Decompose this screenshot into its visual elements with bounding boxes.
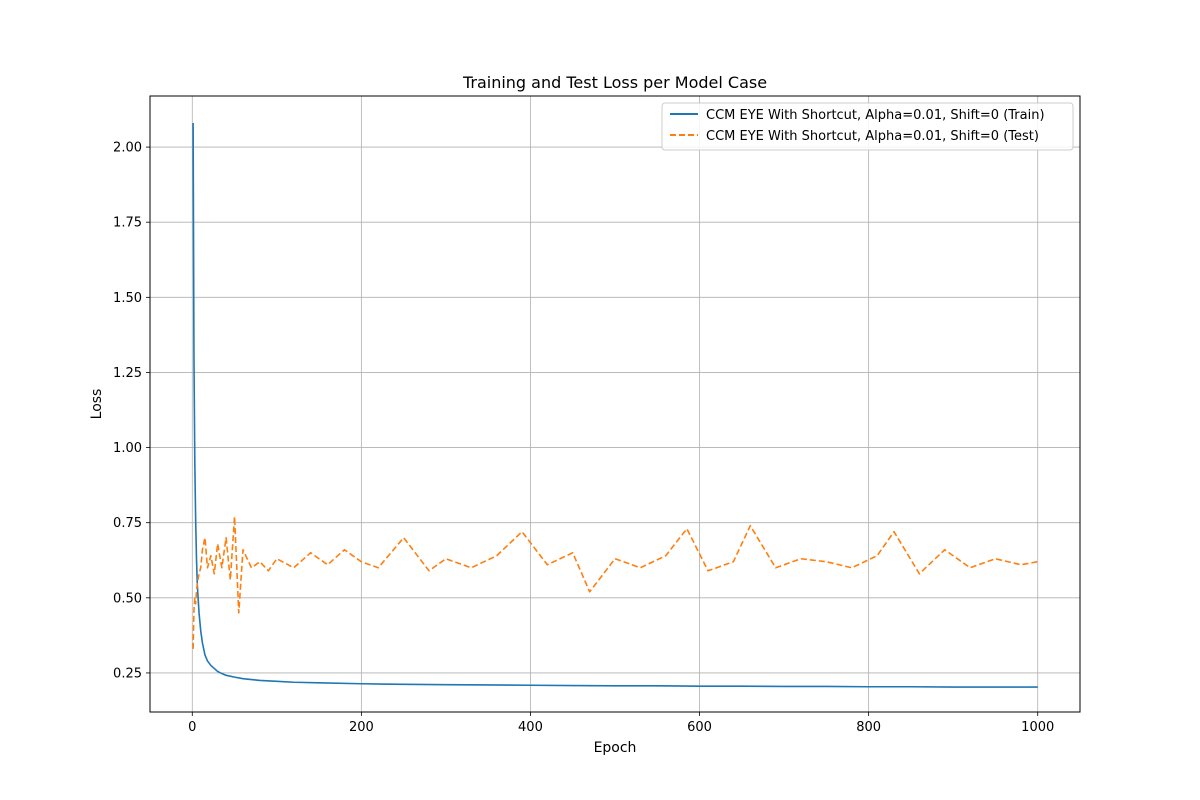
y-tick-label: 1.50 [113, 291, 142, 306]
y-tick-label: 0.25 [113, 666, 142, 681]
x-tick-label: 400 [518, 720, 543, 735]
y-tick-label: 1.75 [113, 216, 142, 231]
x-tick-label: 800 [856, 720, 881, 735]
x-tick-label: 1000 [1021, 720, 1054, 735]
grid-layer [150, 96, 1080, 712]
x-tick-label: 0 [188, 720, 196, 735]
y-tick-label: 2.00 [113, 141, 142, 156]
y-tick-label: 1.00 [113, 441, 142, 456]
train-loss-line [192, 123, 1038, 688]
y-tick-label: 0.75 [113, 516, 142, 531]
series-layer [192, 123, 1038, 688]
legend: CCM EYE With Shortcut, Alpha=0.01, Shift… [661, 102, 1074, 151]
legend-box [661, 102, 1074, 151]
x-axis-label: Epoch [594, 740, 637, 756]
y-tick-label: 0.50 [113, 591, 142, 606]
chart-title: Training and Test Loss per Model Case [462, 73, 767, 92]
x-tick-label: 200 [349, 720, 374, 735]
y-axis-label: Loss [89, 389, 105, 420]
y-tick-label: 1.25 [113, 366, 142, 381]
legend-test-label: CCM EYE With Shortcut, Alpha=0.01, Shift… [706, 129, 1039, 144]
y-axis: 0.25 0.50 0.75 1.00 1.25 1.50 1.75 2.00 [113, 141, 150, 681]
x-axis: 0 200 400 600 800 1000 [188, 712, 1054, 735]
plot-frame [149, 95, 1081, 713]
x-tick-label: 600 [687, 720, 712, 735]
legend-train-label: CCM EYE With Shortcut, Alpha=0.01, Shift… [706, 108, 1045, 123]
test-loss-line [192, 515, 1038, 649]
